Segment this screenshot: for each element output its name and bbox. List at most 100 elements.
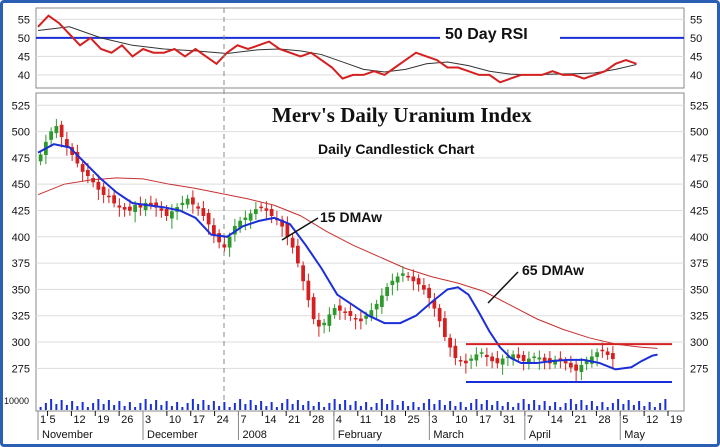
volume-bar xyxy=(548,406,551,410)
candle-up xyxy=(395,276,400,283)
volume-bar xyxy=(449,401,452,410)
price-tick-label-right: 475 xyxy=(690,153,708,165)
candle-down xyxy=(122,207,127,210)
volume-bar xyxy=(338,404,341,410)
volume-bar xyxy=(344,400,347,410)
volume-bar xyxy=(585,405,588,410)
x-month-label: May xyxy=(624,429,645,441)
candle-down xyxy=(490,356,495,362)
volume-bar xyxy=(155,400,158,410)
x-month-label: December xyxy=(147,429,198,441)
candle-down xyxy=(316,319,321,327)
volume-bar xyxy=(275,407,278,410)
candle-up xyxy=(500,358,505,365)
volume-bar xyxy=(611,403,614,410)
candle-down xyxy=(222,244,227,248)
volume-axis-label: 10000 xyxy=(4,396,29,406)
ma15-annotation-pointer xyxy=(281,217,319,241)
volume-bar xyxy=(307,401,310,410)
volume-bar xyxy=(527,404,530,410)
candle-down xyxy=(106,195,111,198)
price-tick-label-right: 300 xyxy=(690,337,708,349)
x-day-label: 10 xyxy=(169,414,181,426)
volume-bar xyxy=(601,402,604,410)
volume-bar xyxy=(260,401,263,410)
candle-up xyxy=(479,352,484,354)
volume-bar xyxy=(186,403,189,410)
volume-bar xyxy=(627,400,630,410)
volume-bar xyxy=(480,404,483,410)
x-day-label: 21 xyxy=(575,414,587,426)
x-day-label: 19 xyxy=(97,414,109,426)
volume-bar xyxy=(354,401,357,410)
candle-down xyxy=(290,237,295,248)
volume-bar xyxy=(501,406,504,410)
candle-down xyxy=(306,280,311,301)
price-tick-label-right: 350 xyxy=(690,284,708,296)
price-tick-label-right: 425 xyxy=(690,205,708,217)
volume-bar xyxy=(160,405,163,410)
volume-bar xyxy=(207,405,210,410)
rsi-tick-label-right: 45 xyxy=(690,51,702,63)
volume-bar xyxy=(134,407,137,410)
candle-down xyxy=(600,349,605,352)
volume-bar xyxy=(317,402,320,410)
x-day-label: 28 xyxy=(312,414,324,426)
candle-down xyxy=(85,170,90,177)
candle-up xyxy=(400,273,405,276)
volume-bar xyxy=(491,405,494,410)
volume-bar xyxy=(128,402,131,410)
x-day-label: 28 xyxy=(598,414,610,426)
volume-bar xyxy=(107,400,110,410)
candle-down xyxy=(516,354,521,359)
volume-bar xyxy=(380,399,383,410)
volume-bar xyxy=(517,403,520,410)
volume-bar xyxy=(653,407,656,410)
volume-bar xyxy=(590,401,593,410)
volume-bar xyxy=(643,406,646,410)
candle-down xyxy=(127,206,132,211)
price-tick-label-left: 500 xyxy=(12,127,30,139)
x-day-label: 10 xyxy=(455,414,467,426)
candle-down xyxy=(568,362,573,368)
candle-down xyxy=(59,124,64,138)
candle-down xyxy=(101,186,106,195)
x-day-label: 24 xyxy=(217,414,229,426)
volume-bar xyxy=(359,406,362,410)
volume-bar xyxy=(365,402,368,410)
candle-down xyxy=(421,285,426,290)
chart-title: Merv's Daily Uranium Index xyxy=(272,103,532,127)
volume-bar xyxy=(664,399,667,410)
volume-bar xyxy=(44,403,47,410)
candle-up xyxy=(526,358,531,363)
candle-down xyxy=(91,178,96,183)
candle-down xyxy=(442,318,447,338)
candle-down xyxy=(295,245,300,264)
volume-bar xyxy=(522,399,525,410)
volume-bar xyxy=(55,404,58,410)
x-day-label: 14 xyxy=(551,414,563,426)
x-day-label: 17 xyxy=(479,414,491,426)
candle-down xyxy=(458,360,463,362)
volume-bar xyxy=(622,404,625,410)
price-tick-label-left: 350 xyxy=(12,284,30,296)
candle-up xyxy=(385,287,390,296)
volume-bar xyxy=(65,405,68,410)
candle-down xyxy=(217,233,222,243)
volume-bar xyxy=(464,407,467,410)
volume-bar xyxy=(349,405,352,410)
volume-bar xyxy=(244,404,247,410)
volume-bar xyxy=(648,402,651,410)
x-day-label: 18 xyxy=(384,414,396,426)
candle-up xyxy=(54,126,59,134)
volume-bar xyxy=(139,403,142,410)
volume-bar xyxy=(617,399,620,410)
volume-bar xyxy=(286,399,289,410)
volume-bar xyxy=(312,406,315,410)
volume-bar xyxy=(212,401,215,410)
rsi-title-bg xyxy=(440,22,560,44)
candle-down xyxy=(448,337,453,348)
price-tick-label-right: 500 xyxy=(690,127,708,139)
volume-bar xyxy=(575,404,578,410)
